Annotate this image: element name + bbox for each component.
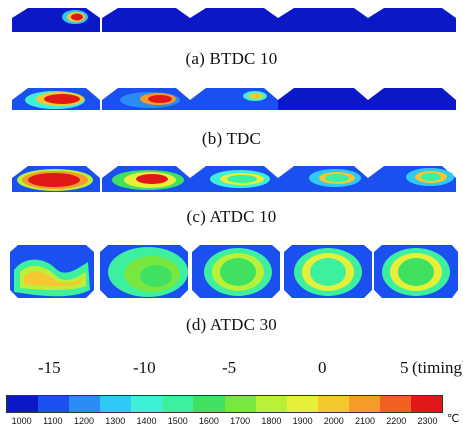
colorbar-swatch (100, 396, 132, 412)
timing-label: -10 (133, 358, 156, 377)
colorbar-tick-label: 1700 (230, 416, 251, 426)
colorbar-ticks: 1000 1100 1200 1300 1400 1500 1600 1700 1800 1900… (6, 416, 443, 426)
colorbar-swatch (379, 396, 412, 412)
colorbar-swatch (162, 396, 194, 412)
colorbar-tick-label: 1400 (136, 416, 157, 426)
panel-c-1 (12, 166, 100, 192)
caption-c: (c) ATDC 10 (186, 207, 277, 226)
colorbar-swatch (411, 396, 443, 412)
colorbar-swatch (317, 396, 349, 412)
caption-a: (a) BTDC 10 (185, 49, 278, 68)
colorbar-tick-label: 1300 (105, 416, 126, 426)
timing-label: 5 (400, 358, 409, 377)
row-d-panels (10, 245, 458, 298)
colorbar (6, 395, 443, 413)
panel-a-2 (102, 8, 190, 32)
colorbar-tick-label: 1600 (198, 416, 219, 426)
colorbar-swatch (131, 396, 163, 412)
panel-d-3 (192, 245, 280, 298)
colorbar-swatch (69, 396, 101, 412)
colorbar-swatch (38, 396, 70, 412)
colorbar-tick-label: 1900 (292, 416, 313, 426)
panel-d-2 (100, 245, 188, 298)
colorbar-tick-label: 1000 (11, 416, 32, 426)
panel-c-5 (368, 166, 456, 192)
panel-b-1 (12, 88, 100, 110)
panel-c-4 (278, 166, 368, 192)
colorbar-tick-label: 2300 (417, 416, 438, 426)
panel-d-5 (374, 245, 458, 298)
caption-b: (b) TDC (201, 129, 262, 148)
panel-a-5 (368, 8, 456, 32)
panel-c-2 (102, 166, 190, 192)
panel-d-1 (10, 245, 94, 298)
colorbar-swatch (348, 396, 380, 412)
colorbar-tick-label: 1100 (43, 416, 63, 426)
colorbar-swatch (286, 396, 318, 412)
colorbar-swatch (193, 396, 225, 412)
row-c-panels (12, 166, 456, 192)
panel-a-3 (190, 8, 278, 32)
row-a-panels (12, 8, 456, 32)
colorbar-tick-label: 2200 (386, 416, 407, 426)
colorbar-tick-label: 2100 (355, 416, 376, 426)
timing-label: -15 (38, 358, 61, 377)
caption-d: (d) ATDC 30 (186, 315, 277, 334)
colorbar-unit: ℃ (447, 413, 460, 425)
colorbar-tick-label: 1800 (261, 416, 282, 426)
colorbar-swatch (224, 396, 256, 412)
colorbar-swatch (7, 396, 39, 412)
colorbar-tick-label: 2000 (323, 416, 344, 426)
colorbar-swatch (255, 396, 287, 412)
timing-label: 0 (318, 358, 327, 377)
timing-label: -5 (222, 358, 237, 377)
panel-d-4 (284, 245, 372, 298)
panel-b-2 (102, 88, 190, 110)
panel-b-3 (190, 88, 278, 110)
panel-b-5 (368, 88, 456, 110)
panel-a-4 (278, 8, 368, 32)
timing-suffix: (timing) (412, 358, 463, 377)
colorbar-tick-label: 1500 (167, 416, 188, 426)
row-b-panels (12, 88, 456, 110)
colorbar-tick-label: 1200 (74, 416, 95, 426)
panel-b-4 (278, 88, 368, 110)
panel-c-3 (190, 166, 278, 192)
panel-a-1 (12, 8, 100, 32)
